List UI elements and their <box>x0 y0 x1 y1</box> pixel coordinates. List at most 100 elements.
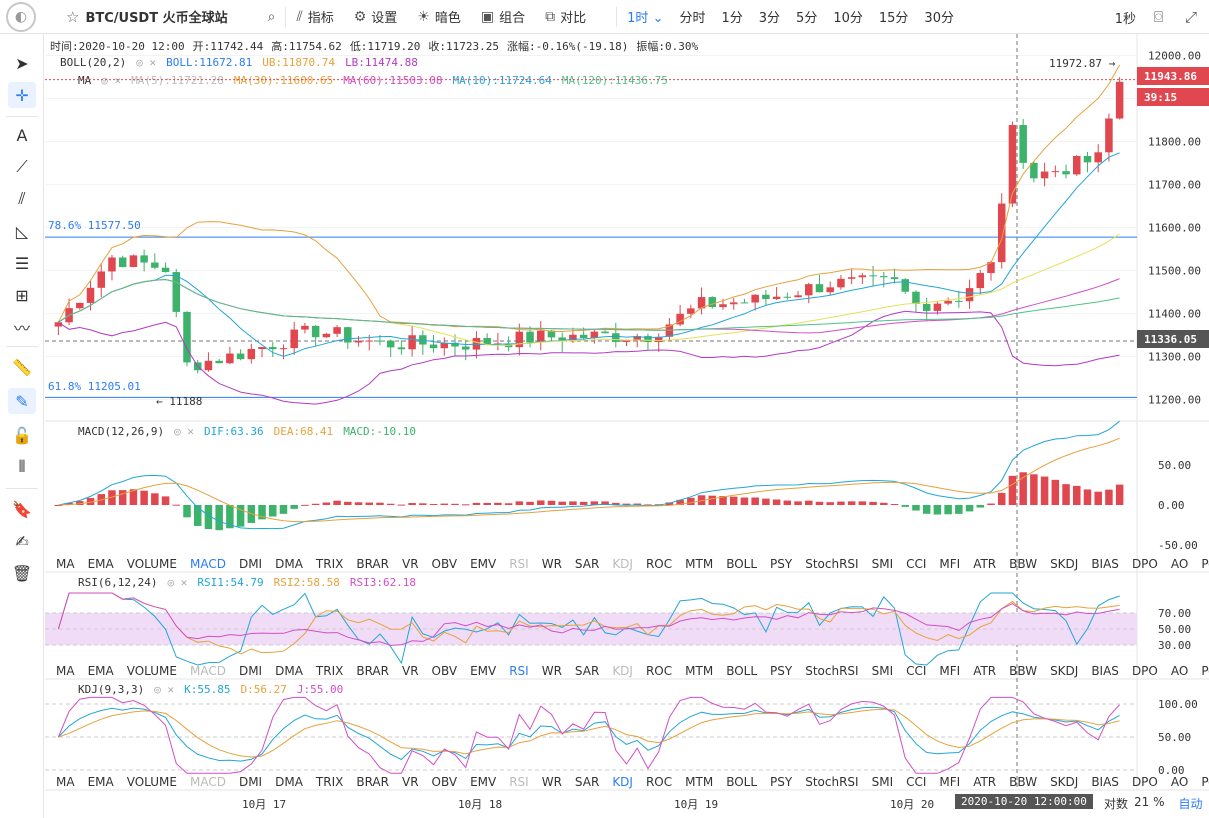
period-tab[interactable]: 10分 <box>833 11 863 26</box>
indicator-tab-mtm[interactable]: MTM <box>685 557 714 571</box>
crosshair-icon[interactable]: ✛ <box>8 82 36 108</box>
indicator-tab-vr[interactable]: VR <box>401 664 419 678</box>
fullscreen-icon[interactable]: ⤢ <box>1184 8 1197 26</box>
indicator-tab-kdj[interactable]: KDJ <box>612 557 633 571</box>
indicator-tab-macd[interactable]: MACD <box>189 664 226 678</box>
indicator-tab-dmi[interactable]: DMI <box>238 557 263 571</box>
indicator-tab-rsi[interactable]: RSI <box>509 664 529 678</box>
refresh-interval[interactable]: 1秒 <box>1114 11 1136 27</box>
eye-icon[interactable]: ◎ ✕ <box>101 74 122 87</box>
indicator-tab-bias[interactable]: BIAS <box>1091 664 1119 678</box>
indicator-tab-kdj[interactable]: KDJ <box>612 775 633 789</box>
period-tab[interactable]: 1分 <box>721 11 743 26</box>
indicator-tab-sar[interactable]: SAR <box>574 775 600 789</box>
indicator-tab-mfi[interactable]: MFI <box>939 557 961 571</box>
indicator-tab-wr[interactable]: WR <box>541 557 562 571</box>
indicator-tab-kdj[interactable]: KDJ <box>612 664 633 678</box>
ruler-icon[interactable]: 📏 <box>12 357 32 377</box>
fib-upper-label[interactable]: 78.6% 11577.50 <box>48 219 141 232</box>
indicator-tab-roc[interactable]: ROC <box>645 775 673 789</box>
indicator-tab-smi[interactable]: SMI <box>871 775 894 789</box>
indicator-tab-emv[interactable]: EMV <box>470 664 497 678</box>
indicator-tab-macd[interactable]: MACD <box>189 557 226 571</box>
indicator-tab-mfi[interactable]: MFI <box>939 775 961 789</box>
trend-line-icon[interactable]: ⟋ <box>16 157 28 176</box>
period-tab[interactable]: 30分 <box>924 11 954 26</box>
indicator-tab-boll[interactable]: BOLL <box>726 664 758 678</box>
indicator-tab-atr[interactable]: ATR <box>973 775 997 789</box>
period-tab[interactable]: 分时 <box>679 11 706 26</box>
favorite-star-icon[interactable]: ☆ <box>66 7 80 26</box>
indicator-tab-roc[interactable]: ROC <box>645 664 673 678</box>
candle-pattern-icon[interactable]: ⦀ <box>18 457 26 476</box>
indicator-tab-dma[interactable]: DMA <box>275 664 303 678</box>
indicator-tab-bbw[interactable]: BBW <box>1009 775 1038 789</box>
indicator-tab-position[interactable]: Position <box>1201 557 1209 571</box>
indicator-tab-volume[interactable]: VOLUME <box>126 557 177 571</box>
eye-icon[interactable]: ◎ ✕ <box>154 683 175 696</box>
indicator-tab-trix[interactable]: TRIX <box>315 775 344 789</box>
compare-button[interactable]: ⧉ 对比 <box>545 7 586 27</box>
log-scale-toggle[interactable]: 对数 <box>1104 797 1129 811</box>
trash-icon[interactable]: 🗑 <box>11 563 33 583</box>
indicator-tab-psy[interactable]: PSY <box>770 664 793 678</box>
indicators-button[interactable]: ⫽ 指标 <box>296 7 333 27</box>
indicator-tab-cci[interactable]: CCI <box>906 775 927 789</box>
edit-notes-icon[interactable]: ✍ <box>15 531 29 551</box>
interval-dropdown[interactable]: 1时 ⌄ <box>627 11 664 26</box>
indicator-tab-volume[interactable]: VOLUME <box>126 664 177 678</box>
indicator-tab-ema[interactable]: EMA <box>87 557 114 571</box>
indicator-tab-skdj[interactable]: SKDJ <box>1050 664 1079 678</box>
indicator-tab-bias[interactable]: BIAS <box>1091 557 1119 571</box>
dark-mode-button[interactable]: ☀ 暗色 <box>417 7 461 27</box>
indicator-tab-volume[interactable]: VOLUME <box>126 775 177 789</box>
indicator-tab-roc[interactable]: ROC <box>645 557 673 571</box>
indicator-tab-stochrsi[interactable]: StochRSI <box>805 664 859 678</box>
indicator-tab-sar[interactable]: SAR <box>574 664 600 678</box>
indicator-tab-obv[interactable]: OBV <box>431 664 458 678</box>
indicator-tab-wr[interactable]: WR <box>541 775 562 789</box>
indicator-tab-mfi[interactable]: MFI <box>939 664 961 678</box>
indicator-tab-dpo[interactable]: DPO <box>1131 775 1158 789</box>
auto-scale-toggle[interactable]: 自动 <box>1178 797 1203 811</box>
eye-icon[interactable]: ◎ ✕ <box>167 576 188 589</box>
indicator-tab-brar[interactable]: BRAR <box>356 664 389 678</box>
indicator-tab-macd[interactable]: MACD <box>189 775 226 789</box>
indicator-tab-cci[interactable]: CCI <box>906 557 927 571</box>
indicator-tab-bbw[interactable]: BBW <box>1009 557 1038 571</box>
indicator-tab-skdj[interactable]: SKDJ <box>1050 775 1079 789</box>
indicator-tab-brar[interactable]: BRAR <box>356 557 389 571</box>
horizontal-lines-icon[interactable]: ☰ <box>14 253 30 273</box>
indicator-tab-dpo[interactable]: DPO <box>1131 557 1158 571</box>
indicator-tab-stochrsi[interactable]: StochRSI <box>805 775 859 789</box>
indicator-tab-obv[interactable]: OBV <box>431 557 458 571</box>
indicator-tab-boll[interactable]: BOLL <box>726 775 758 789</box>
indicator-tab-position[interactable]: Position <box>1201 775 1209 789</box>
eye-icon[interactable]: ◎ ✕ <box>136 56 157 69</box>
indicator-tab-bias[interactable]: BIAS <box>1091 775 1119 789</box>
indicator-tab-ao[interactable]: AO <box>1170 664 1189 678</box>
indicator-tab-psy[interactable]: PSY <box>770 775 793 789</box>
fib-lower-label[interactable]: 61.8% 11205.01 <box>48 380 141 393</box>
indicator-tab-vr[interactable]: VR <box>401 557 419 571</box>
indicator-tab-mtm[interactable]: MTM <box>685 775 714 789</box>
indicator-tab-wr[interactable]: WR <box>541 664 562 678</box>
indicator-tab-rsi[interactable]: RSI <box>509 775 529 789</box>
indicator-tab-obv[interactable]: OBV <box>431 775 458 789</box>
percent-scale-toggle[interactable]: 21 % <box>1134 795 1165 809</box>
indicator-tab-smi[interactable]: SMI <box>871 664 894 678</box>
period-tab[interactable]: 5分 <box>796 11 818 26</box>
indicator-tab-skdj[interactable]: SKDJ <box>1050 557 1079 571</box>
indicator-tab-dmi[interactable]: DMI <box>238 664 263 678</box>
settings-button[interactable]: ⚙ 设置 <box>354 7 398 27</box>
indicator-tab-cci[interactable]: CCI <box>906 664 927 678</box>
period-tab[interactable]: 3分 <box>758 11 781 26</box>
triangle-icon[interactable]: ◺ <box>15 221 29 241</box>
pencil-icon[interactable]: ✎ <box>8 388 36 414</box>
indicator-tab-ma[interactable]: MA <box>56 557 75 571</box>
camera-icon[interactable]: ⌼ <box>1153 8 1163 26</box>
bookmark-icon[interactable]: 🔖 <box>12 499 32 519</box>
indicator-tab-psy[interactable]: PSY <box>770 557 793 571</box>
indicator-tab-mtm[interactable]: MTM <box>685 664 714 678</box>
indicator-tab-emv[interactable]: EMV <box>470 775 497 789</box>
